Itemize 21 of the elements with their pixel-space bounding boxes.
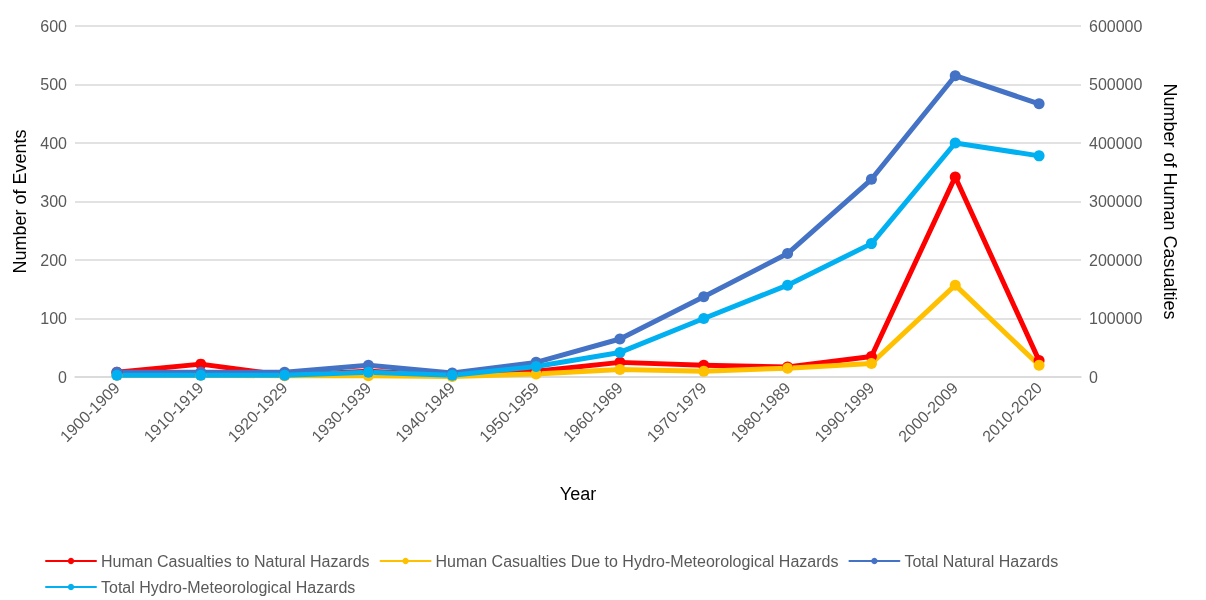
y2-axis-title: Number of Human Casualties: [1160, 83, 1180, 320]
y-tick-label: 600: [40, 17, 68, 35]
y-tick-label: 200: [40, 251, 68, 269]
y-tick-label: 400: [40, 134, 68, 152]
y-tick-label: 300: [40, 193, 68, 210]
y-tick-label: 0: [58, 368, 68, 386]
y2-tick-label: 400000: [1089, 134, 1143, 152]
y2-tick-label: 500000: [1089, 76, 1143, 93]
y-axis-title: Number of Events: [10, 129, 31, 274]
y2-tick-label: 100000: [1089, 310, 1143, 327]
legend-label: Total Natural Hazards: [904, 552, 1059, 570]
y2-tick-label: 600000: [1089, 17, 1143, 35]
y2-tick-label: 300000: [1089, 193, 1143, 210]
legend-label: Human Casualties to Natural Hazards: [101, 552, 370, 570]
legend-label: Human Casualties Due to Hydro-Meteorological Hazards: [435, 552, 839, 570]
y2-tick-label: 0: [1089, 368, 1098, 386]
y-tick-label: 100: [40, 310, 68, 327]
x-axis-title: Year: [559, 484, 597, 504]
y2-tick-label: 200000: [1089, 251, 1143, 269]
y-tick-label: 500: [40, 76, 68, 93]
legend-label: Total Hydro-Meteorological Hazards: [101, 578, 356, 596]
